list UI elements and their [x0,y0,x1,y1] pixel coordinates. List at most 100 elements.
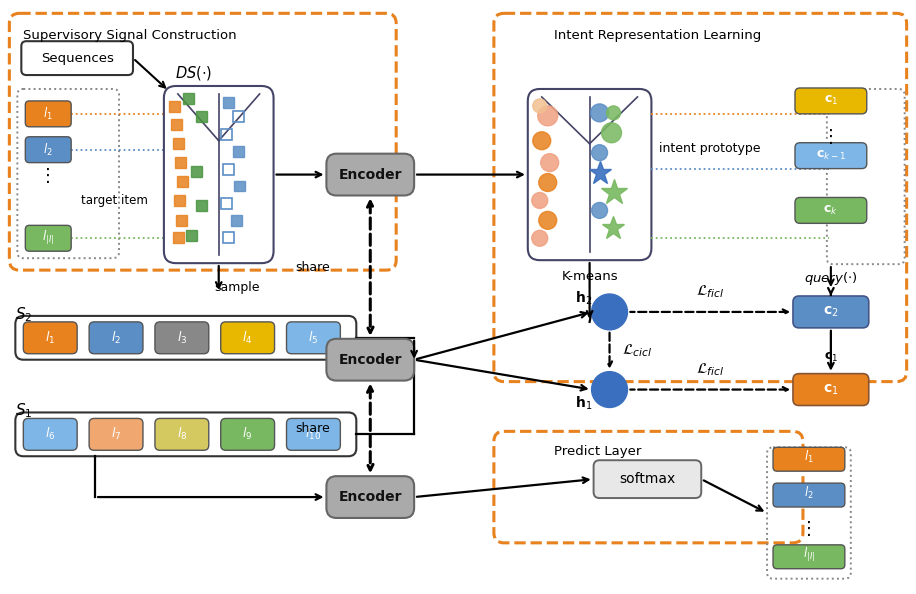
Text: Supervisory Signal Construction: Supervisory Signal Construction [23,29,237,42]
FancyBboxPatch shape [16,316,356,360]
Bar [196,200,207,211]
Text: softmax: softmax [619,472,675,486]
FancyBboxPatch shape [793,296,868,328]
Bar [191,166,202,176]
FancyBboxPatch shape [326,154,414,195]
Text: $l_5$: $l_5$ [309,330,319,346]
Text: Intent Representation Learning: Intent Representation Learning [553,29,761,42]
Text: $l_1$: $l_1$ [43,106,53,122]
FancyBboxPatch shape [287,322,341,354]
Text: $\mathbf{c}_{k-1}$: $\mathbf{c}_{k-1}$ [816,149,845,162]
Bar [171,119,182,129]
Bar [175,157,186,168]
FancyBboxPatch shape [773,483,845,507]
FancyBboxPatch shape [221,322,275,354]
Circle shape [533,99,547,113]
Text: $l_4$: $l_4$ [243,330,253,346]
FancyBboxPatch shape [287,418,341,450]
Text: ⋮: ⋮ [800,520,818,538]
Circle shape [538,106,558,126]
Text: $l_{10}$: $l_{10}$ [305,426,322,443]
Text: $DS(\cdot)$: $DS(\cdot)$ [175,64,213,82]
Text: $l_{|I|}$: $l_{|I|}$ [42,229,54,247]
Bar [173,232,184,244]
FancyBboxPatch shape [155,322,209,354]
Circle shape [606,106,620,120]
Text: $\mathbf{c}_1$: $\mathbf{c}_1$ [823,383,839,397]
FancyBboxPatch shape [326,339,414,381]
Text: $\mathcal{L}_{cicl}$: $\mathcal{L}_{cicl}$ [621,342,652,359]
FancyBboxPatch shape [26,101,71,127]
Text: sample: sample [214,281,259,294]
Text: intent prototype: intent prototype [660,142,761,155]
Text: $l_7$: $l_7$ [111,426,121,443]
Bar [223,97,234,108]
Circle shape [532,192,548,208]
FancyBboxPatch shape [26,225,71,251]
Circle shape [540,154,559,172]
Text: $l_9$: $l_9$ [243,426,253,443]
Circle shape [592,294,627,330]
FancyBboxPatch shape [773,447,845,471]
FancyBboxPatch shape [89,418,143,450]
Circle shape [602,123,621,143]
Text: $S_2$: $S_2$ [16,305,33,324]
Bar [233,146,244,157]
Bar [223,232,234,244]
FancyBboxPatch shape [795,197,867,223]
Bar [223,163,234,175]
Circle shape [539,173,557,191]
Text: $l_2$: $l_2$ [111,330,121,346]
Bar [176,216,187,226]
Bar [233,111,244,122]
Bar [221,129,232,140]
Circle shape [539,211,557,229]
Text: $\mathbf{h}_1$: $\mathbf{h}_1$ [575,395,593,412]
Bar [231,216,242,226]
Bar [234,181,245,191]
Bar [173,138,184,148]
FancyBboxPatch shape [528,89,651,260]
Text: ⋮: ⋮ [822,128,840,146]
Text: share: share [295,261,330,274]
Circle shape [592,203,607,219]
FancyBboxPatch shape [23,418,77,450]
FancyBboxPatch shape [23,322,77,354]
Bar [221,198,232,210]
Text: $\mathbf{c}_k$: $\mathbf{c}_k$ [823,204,838,217]
Text: $l_2$: $l_2$ [804,485,813,501]
Text: Encoder: Encoder [339,490,402,504]
Bar [174,195,185,207]
Text: $l_3$: $l_3$ [177,330,187,346]
Text: ⋮: ⋮ [39,166,57,185]
FancyBboxPatch shape [16,412,356,456]
Text: $l_{|I|}$: $l_{|I|}$ [803,546,815,564]
Text: $\mathcal{L}_{ficl}$: $\mathcal{L}_{ficl}$ [696,283,725,300]
FancyBboxPatch shape [21,41,133,75]
Text: $S_1$: $S_1$ [16,402,33,420]
FancyBboxPatch shape [773,545,845,568]
Text: Encoder: Encoder [339,168,402,182]
FancyBboxPatch shape [89,322,143,354]
FancyBboxPatch shape [164,86,274,263]
Circle shape [592,372,627,407]
Text: $\mathbf{c}_2$: $\mathbf{c}_2$ [823,305,839,319]
Bar [177,176,188,187]
FancyBboxPatch shape [793,374,868,406]
FancyBboxPatch shape [795,143,867,169]
FancyBboxPatch shape [26,137,71,163]
Circle shape [591,104,608,122]
Text: $l_1$: $l_1$ [804,449,813,465]
Bar [169,101,180,112]
Text: $\mathbf{h}_2$: $\mathbf{h}_2$ [575,289,593,307]
Text: Sequences: Sequences [40,52,114,65]
Text: Encoder: Encoder [339,353,402,366]
Text: K-means: K-means [562,270,618,283]
Text: $\mathcal{L}_{ficl}$: $\mathcal{L}_{ficl}$ [696,361,725,378]
Circle shape [533,132,551,150]
FancyBboxPatch shape [221,418,275,450]
Text: $l_2$: $l_2$ [43,141,53,158]
Text: $l_6$: $l_6$ [45,426,56,443]
FancyBboxPatch shape [594,460,702,498]
FancyBboxPatch shape [326,476,414,518]
